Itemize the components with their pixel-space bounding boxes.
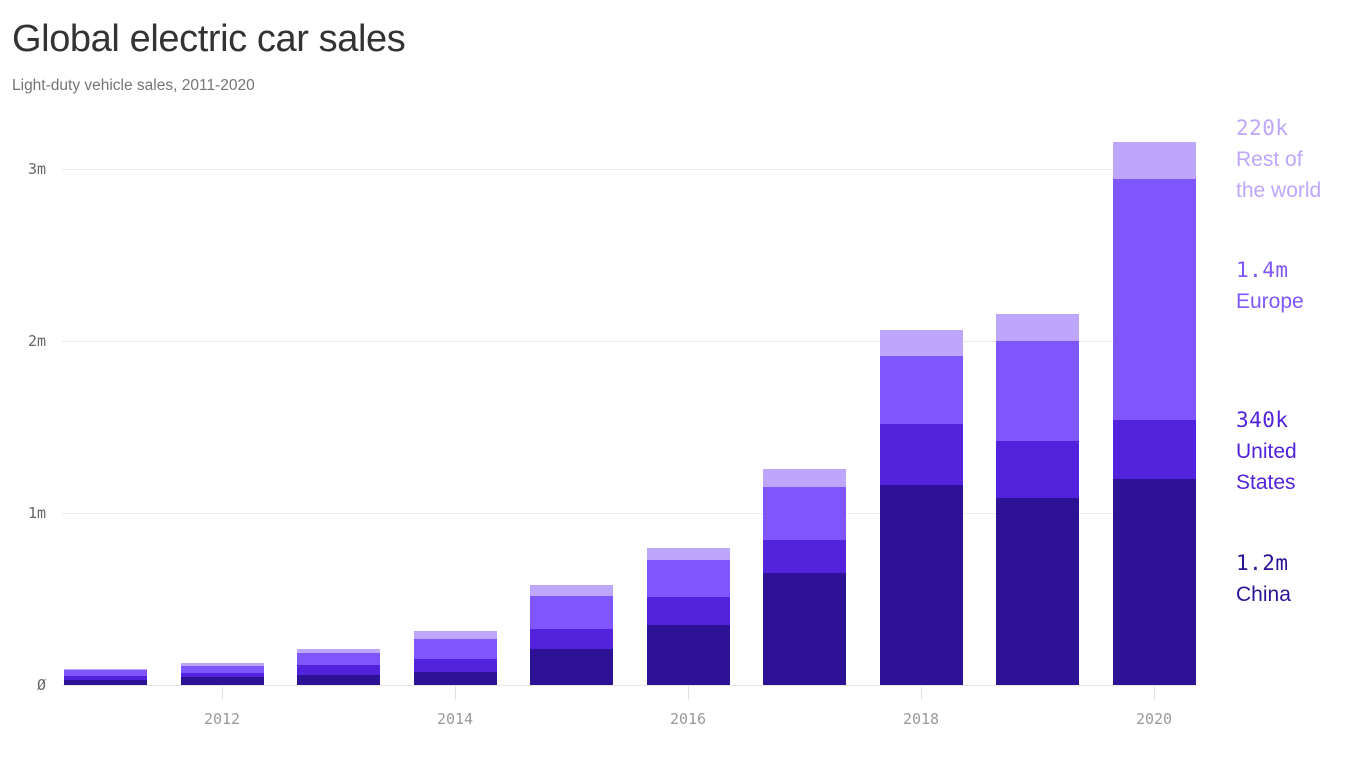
- x-axis-tick-2018: 2018: [902, 710, 940, 728]
- x-axis-tick-2016: 2016: [669, 710, 707, 728]
- bar-segment-europe-2019[interactable]: [996, 341, 1079, 441]
- gridline-1m: [62, 513, 1196, 514]
- bar-2012[interactable]: [180, 662, 264, 685]
- bar-segment-rest-of-the-world-2019[interactable]: [996, 314, 1079, 341]
- bar-segment-rest-of-the-world-2018[interactable]: [879, 329, 963, 357]
- legend-entry-china[interactable]: 1.2m China: [1236, 548, 1366, 610]
- bar-segment-united-states-2011[interactable]: [64, 676, 147, 680]
- bar-segment-china-2011[interactable]: [64, 679, 147, 685]
- bar-segment-united-states-2019[interactable]: [996, 440, 1079, 498]
- bar-segment-europe-2011[interactable]: [64, 670, 147, 677]
- bar-segment-europe-2016[interactable]: [646, 560, 730, 598]
- bar-segment-rest-of-the-world-2020[interactable]: [1112, 141, 1196, 180]
- bar-segment-united-states-2018[interactable]: [879, 423, 963, 486]
- legend-entry-rest-of[interactable]: 220k Rest of the world: [1236, 113, 1366, 206]
- bar-2017[interactable]: [763, 469, 846, 685]
- bar-segment-rest-of-the-world-2016[interactable]: [646, 548, 730, 561]
- bar-2019[interactable]: [996, 314, 1079, 685]
- bar-segment-rest-of-the-world-2013[interactable]: [297, 648, 380, 654]
- x-axis-tickmark-2020: [1154, 686, 1155, 700]
- bar-segment-united-states-2016[interactable]: [646, 597, 730, 625]
- bar-segment-europe-2012[interactable]: [180, 666, 264, 673]
- bar-2016[interactable]: [646, 548, 730, 685]
- bar-2013[interactable]: [297, 648, 380, 685]
- chart-subtitle: Light-duty vehicle sales, 2011-2020: [12, 77, 255, 94]
- bar-segment-united-states-2020[interactable]: [1112, 420, 1196, 479]
- y-axis-tick-2m: 2m: [27, 332, 46, 350]
- page-title: Global electric car sales: [12, 18, 406, 60]
- bar-segment-china-2020[interactable]: [1112, 478, 1196, 685]
- bar-segment-rest-of-the-world-2014[interactable]: [413, 630, 497, 639]
- x-axis-tick-2014: 2014: [436, 710, 474, 728]
- bar-segment-europe-2013[interactable]: [297, 653, 380, 666]
- x-axis-tick-2020: 2020: [1135, 710, 1173, 728]
- x-axis-tickmark-2016: [688, 686, 689, 700]
- chart-header: Global electric car sales Light-duty veh…: [12, 16, 1212, 96]
- bar-2020[interactable]: [1112, 141, 1196, 685]
- x-axis-tickmark-2014: [455, 686, 456, 700]
- bar-segment-rest-of-the-world-2015[interactable]: [530, 585, 613, 596]
- legend-label: China: [1236, 583, 1291, 606]
- legend-value: 340k: [1236, 408, 1289, 432]
- bar-segment-china-2019[interactable]: [996, 497, 1079, 685]
- y-axis-tick-3m: 3m: [27, 160, 46, 178]
- bar-segment-china-2017[interactable]: [763, 573, 846, 685]
- bar-segment-china-2018[interactable]: [879, 485, 963, 685]
- bar-2014[interactable]: [413, 630, 497, 685]
- legend-label: Europe: [1236, 290, 1304, 313]
- legend-value: 1.2m: [1236, 551, 1289, 575]
- bar-segment-china-2015[interactable]: [530, 648, 613, 685]
- bar-segment-europe-2017[interactable]: [763, 487, 846, 540]
- y-axis-tick-0: Ø: [36, 676, 46, 694]
- bar-segment-united-states-2013[interactable]: [297, 665, 380, 675]
- bar-segment-china-2016[interactable]: [646, 624, 730, 685]
- bar-segment-china-2013[interactable]: [297, 674, 380, 685]
- bar-2018[interactable]: [879, 329, 963, 685]
- gridline-0: [62, 685, 1196, 686]
- x-axis-tickmark-2018: [921, 686, 922, 700]
- legend-label-cont: States: [1236, 471, 1296, 494]
- bar-segment-rest-of-the-world-2011[interactable]: [64, 668, 147, 671]
- legend-entry-united[interactable]: 340k United States: [1236, 405, 1366, 498]
- bar-segment-europe-2020[interactable]: [1112, 179, 1196, 421]
- x-axis-tick-2012: 2012: [203, 710, 241, 728]
- bar-segment-rest-of-the-world-2017[interactable]: [763, 469, 846, 488]
- chart-legend: 220k Rest of the world 1.4m Europe 340k United…: [1236, 0, 1366, 768]
- bar-segment-united-states-2012[interactable]: [180, 672, 264, 678]
- bar-2015[interactable]: [530, 585, 613, 685]
- bar-segment-united-states-2017[interactable]: [763, 539, 846, 574]
- legend-entry-europe[interactable]: 1.4m Europe: [1236, 255, 1366, 317]
- y-axis-tick-1m: 1m: [27, 504, 46, 522]
- bar-segment-europe-2018[interactable]: [879, 356, 963, 424]
- bar-segment-europe-2014[interactable]: [413, 638, 497, 660]
- bar-2011[interactable]: [64, 668, 147, 685]
- bar-segment-united-states-2014[interactable]: [413, 659, 497, 673]
- legend-label: Rest of: [1236, 148, 1303, 171]
- legend-label: United: [1236, 440, 1297, 463]
- legend-value: 220k: [1236, 116, 1289, 140]
- bar-segment-rest-of-the-world-2012[interactable]: [180, 662, 264, 667]
- bar-segment-united-states-2015[interactable]: [530, 629, 613, 649]
- gridline-3m: [62, 169, 1196, 170]
- bar-segment-china-2012[interactable]: [180, 677, 264, 685]
- legend-value: 1.4m: [1236, 258, 1289, 282]
- gridline-2m: [62, 341, 1196, 342]
- bar-segment-china-2014[interactable]: [413, 672, 497, 685]
- legend-label-cont: the world: [1236, 179, 1322, 202]
- bar-segment-europe-2015[interactable]: [530, 595, 613, 630]
- x-axis-tickmark-2012: [222, 686, 223, 700]
